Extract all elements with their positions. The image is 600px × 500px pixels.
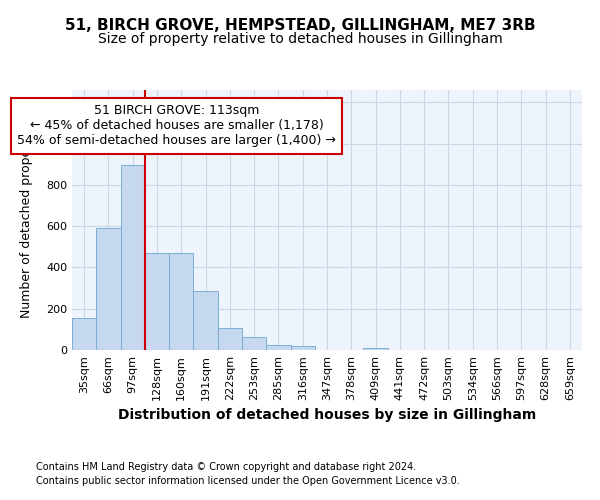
Text: Size of property relative to detached houses in Gillingham: Size of property relative to detached ho… (98, 32, 502, 46)
Text: 51, BIRCH GROVE, HEMPSTEAD, GILLINGHAM, ME7 3RB: 51, BIRCH GROVE, HEMPSTEAD, GILLINGHAM, … (65, 18, 535, 32)
Bar (218, 328, 242, 350)
Text: 51 BIRCH GROVE: 113sqm
← 45% of detached houses are smaller (1,178)
54% of semi-: 51 BIRCH GROVE: 113sqm ← 45% of detached… (17, 104, 336, 148)
Text: Contains public sector information licensed under the Open Government Licence v3: Contains public sector information licen… (36, 476, 460, 486)
Bar (290, 346, 315, 350)
Bar (193, 291, 218, 350)
Bar (266, 345, 290, 350)
Bar (121, 166, 145, 350)
Bar (169, 253, 193, 350)
Bar (364, 348, 388, 350)
Bar (72, 318, 96, 350)
Y-axis label: Number of detached properties: Number of detached properties (20, 122, 34, 318)
Bar (242, 337, 266, 350)
Bar (96, 228, 121, 350)
Text: Distribution of detached houses by size in Gillingham: Distribution of detached houses by size … (118, 408, 536, 422)
Bar (145, 253, 169, 350)
Text: Contains HM Land Registry data © Crown copyright and database right 2024.: Contains HM Land Registry data © Crown c… (36, 462, 416, 472)
